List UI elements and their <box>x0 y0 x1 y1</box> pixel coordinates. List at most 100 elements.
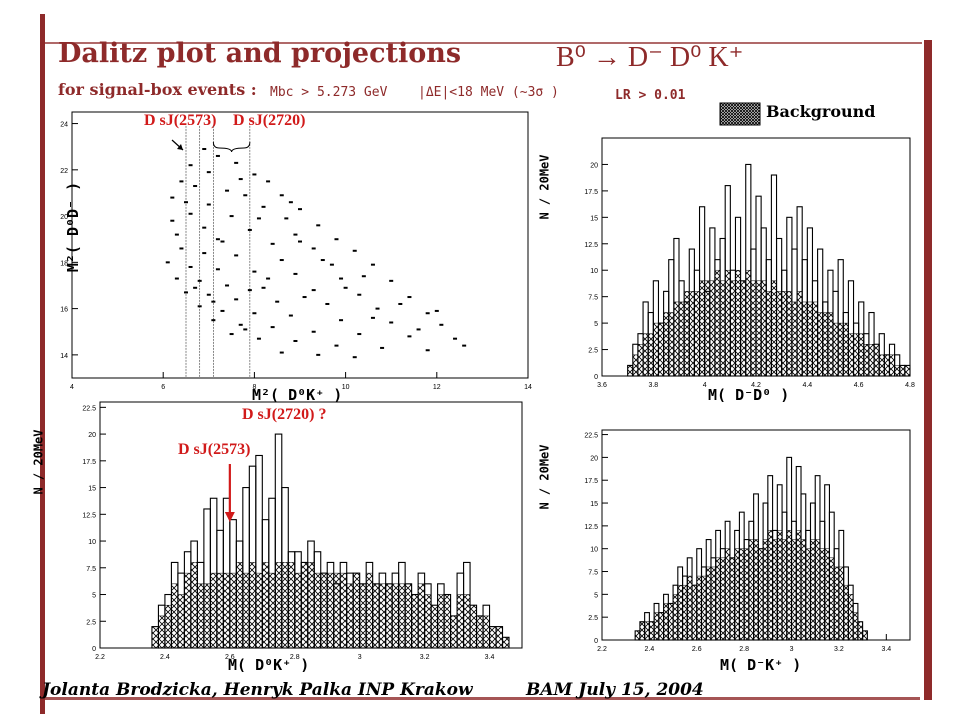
m_dbar_d0-plot: 3.6 3.8 4 4.2 4.4 4.6 4.8 0 2.5 5 7.5 10 12.5 15 17.5 2… <box>584 137 915 389</box>
m_dbar_d0-bg-bar <box>663 312 669 377</box>
m_dbar_kplus-bg-bar <box>767 530 773 641</box>
dalitz-point <box>197 305 202 308</box>
m_dbar_d0-bg-bar <box>884 354 890 377</box>
dalitz-point <box>266 277 271 280</box>
m_dbar_d0-bg-bar <box>760 280 767 377</box>
m_dbar_kplus-bg-bar <box>701 575 707 641</box>
dalitz-point <box>279 194 284 197</box>
dalitz-point <box>288 314 293 317</box>
m_dbar_kplus-bg-bar <box>687 575 693 641</box>
m_dbar_kplus-ytick-label: 22.5 <box>584 433 598 440</box>
m_d0_kplus-bg-bar <box>216 572 224 649</box>
hist2-xlabel: M( D⁰K⁺ ) <box>228 656 310 674</box>
m_dbar_d0-xtick-label: 4.8 <box>905 382 915 389</box>
m_dbar_kplus-bg-bar <box>810 539 816 641</box>
m_dbar_kplus-bg-bar <box>715 557 721 641</box>
dalitz-plot: 4 6 8 10 12 14 14 16 18 20 22 24 <box>60 111 532 391</box>
dalitz-point <box>275 300 280 303</box>
m_d0_kplus-bg-bar <box>404 583 412 649</box>
dalitz-point <box>389 279 394 282</box>
m_d0_kplus-xtick-label: 2.6 <box>225 654 235 661</box>
m_dbar_d0-bg-bar <box>894 365 900 377</box>
m_d0_kplus-ytick-label: 15 <box>88 486 96 493</box>
dalitz-point <box>225 284 230 287</box>
m_dbar_kplus-bg-bar <box>791 539 797 641</box>
m_dbar_d0-bg-bar <box>863 344 870 377</box>
dalitz-point <box>434 309 439 312</box>
dalitz-point <box>206 203 211 206</box>
m_d0_kplus-bg-bar <box>378 583 386 649</box>
dalitz-point <box>389 321 394 324</box>
m_dbar_d0-bg-bar <box>848 333 854 377</box>
m_d0_kplus-bg-bar <box>450 615 458 649</box>
m_d0_kplus-bg-bar <box>229 572 237 649</box>
m_dbar_kplus-bar <box>862 630 868 641</box>
dalitz-point <box>243 194 248 197</box>
m_dbar_kplus-bg-bar <box>814 539 821 641</box>
m_dbar_d0-bg-bar <box>637 344 644 377</box>
dalitz-point <box>325 302 330 305</box>
cut-lr: LR > 0.01 <box>615 88 686 103</box>
dalitz-ytick-label: 22 <box>60 168 68 175</box>
m_dbar_d0-bg-bar <box>899 365 906 377</box>
dalitz-point <box>279 351 284 354</box>
dalitz-point <box>202 252 207 255</box>
m_dbar_d0-bg-bar <box>858 333 865 377</box>
m_dbar_kplus-bg-bar <box>653 612 660 641</box>
m_dbar_d0-bg-bar <box>878 354 885 377</box>
m_dbar_d0-bg-bar <box>694 291 700 377</box>
m_dbar_d0-bar <box>904 364 911 377</box>
legend-background-label: Background <box>766 102 876 121</box>
dalitz-point <box>252 173 257 176</box>
m_d0_kplus-bg-bar <box>359 583 367 649</box>
m_dbar_kplus-bg-bar <box>672 594 679 641</box>
dalitz-annotation-dsj2573: D sJ(2573) <box>144 112 217 129</box>
m_dbar_kplus-bg-bar <box>724 548 731 641</box>
m_d0_kplus-bg-bar <box>249 562 257 649</box>
dalitz-point <box>439 323 444 326</box>
dalitz-point <box>352 356 357 359</box>
dalitz-point <box>261 205 266 208</box>
m_dbar_kplus-ytick-label: 15 <box>590 501 598 508</box>
m_dbar_kplus-xtick-label: 3.4 <box>881 646 891 653</box>
m_dbar_kplus-xtick-label: 3 <box>790 646 794 653</box>
dalitz-point <box>311 289 316 292</box>
m_d0_kplus-bg-bar <box>443 594 451 649</box>
m_dbar_kplus-bg-bar <box>762 539 769 641</box>
m_dbar_d0-ytick-label: 2.5 <box>588 348 598 355</box>
m_dbar_d0-bg-bar <box>791 301 798 377</box>
m_dbar_kplus-xtick-label: 2.4 <box>645 646 655 653</box>
dalitz-xtick-label: 6 <box>161 384 165 391</box>
m_dbar_kplus-bg-bar <box>682 584 688 641</box>
dalitz-point <box>357 333 362 336</box>
m_dbar_d0-bg-bar <box>627 365 634 377</box>
m_d0_kplus-bg-bar <box>352 572 360 649</box>
m_dbar_d0-bg-bar <box>781 291 788 377</box>
m_dbar_kplus-ytick-label: 0 <box>594 638 598 645</box>
m_dbar_d0-bg-bar <box>673 301 680 377</box>
m_dbar_d0-bg-bar <box>807 301 813 377</box>
m_dbar_d0-ytick-label: 12.5 <box>584 242 598 249</box>
dalitz-point <box>425 349 430 352</box>
m_dbar_d0-bg-bar <box>766 291 772 377</box>
m_dbar_kplus-bg-bar <box>663 603 669 641</box>
m_dbar_d0-bg-bar <box>647 333 654 377</box>
dalitz-xtick-label: 12 <box>433 384 441 391</box>
dalitz-point <box>256 337 261 340</box>
m_dbar_d0-bg-bar <box>683 291 690 377</box>
m_d0_kplus-ytick-label: 10 <box>88 539 96 546</box>
m_dbar_kplus-bg-bar <box>710 566 716 641</box>
m_dbar_d0-ytick-label: 15 <box>590 215 598 222</box>
dalitz-ytick-label: 24 <box>60 122 68 129</box>
dalitz-point <box>352 249 357 252</box>
dalitz-point <box>238 323 243 326</box>
dalitz-point <box>247 289 252 292</box>
dalitz-point <box>357 293 362 296</box>
m_dbar_d0-bg-bar <box>714 269 721 377</box>
m_dbar_kplus-bg-bar <box>753 539 759 641</box>
m_d0_kplus-bg-bar <box>482 615 490 649</box>
dalitz-point <box>165 261 170 264</box>
dalitz-point <box>361 275 366 278</box>
m_dbar_d0-xtick-label: 3.6 <box>597 382 607 389</box>
m_dbar_kplus-bg-bar <box>658 612 664 641</box>
